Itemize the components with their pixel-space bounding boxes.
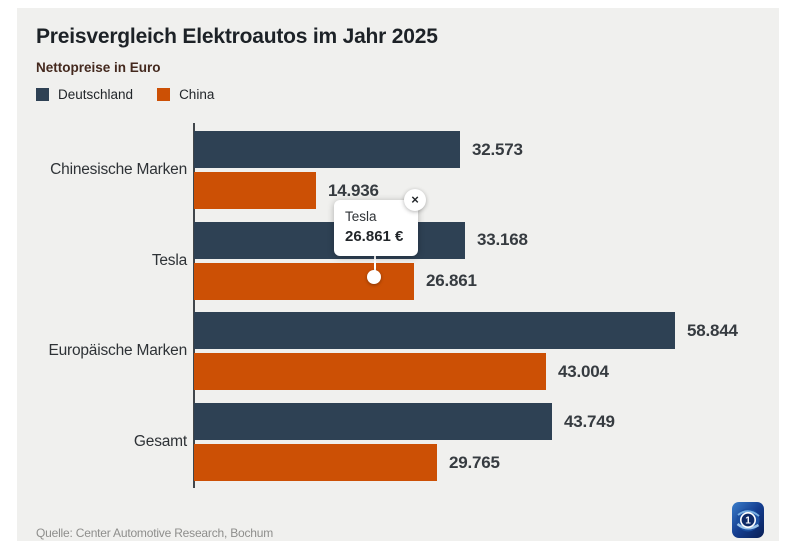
legend-label-deutschland: Deutschland <box>58 87 134 102</box>
bar-china[interactable] <box>194 353 546 391</box>
tooltip-marker-dot <box>367 270 381 284</box>
svg-text:1: 1 <box>745 516 751 527</box>
tagesschau-logo-icon: 1 <box>732 502 764 538</box>
category-label: Chinesische Marken <box>50 161 187 178</box>
tooltip-stem <box>374 256 376 272</box>
y-axis-line <box>193 123 195 488</box>
bar-china[interactable] <box>194 444 437 482</box>
chart-subtitle: Nettopreise in Euro <box>36 60 161 75</box>
value-label: 14.936 <box>328 180 379 200</box>
bar-deutschland[interactable] <box>194 403 552 441</box>
legend-item-deutschland: Deutschland <box>36 87 133 102</box>
source-note: Quelle: Center Automotive Research, Boch… <box>36 526 274 540</box>
category-label: Gesamt <box>133 433 187 451</box>
tooltip: Tesla 26.861 € <box>334 200 418 256</box>
value-label: 43.749 <box>564 411 615 431</box>
value-label: 43.004 <box>558 361 609 381</box>
tooltip-value: 26.861 € <box>345 228 404 245</box>
value-label: 26.861 <box>426 271 477 291</box>
tooltip-close-button[interactable]: × <box>404 189 426 211</box>
bar-deutschland[interactable] <box>194 312 675 350</box>
deutschland-swatch <box>36 88 49 101</box>
value-label: 33.168 <box>477 230 528 250</box>
category-label: Europäische Marken <box>48 342 187 360</box>
chart-panel: Preisvergleich Elektroautos im Jahr 2025… <box>17 8 779 541</box>
legend-label-china: China <box>179 87 215 102</box>
page-title: Preisvergleich Elektroautos im Jahr 2025 <box>36 25 438 48</box>
category-label: Tesla <box>151 251 187 269</box>
legend-item-china: China <box>157 87 214 102</box>
bar-deutschland[interactable] <box>194 131 460 168</box>
value-label: 58.844 <box>687 320 738 340</box>
value-label: 32.573 <box>472 139 523 159</box>
chart-legend: Deutschland China <box>36 87 214 102</box>
tooltip-title: Tesla <box>345 209 377 224</box>
china-swatch <box>157 88 171 101</box>
bar-deutschland[interactable] <box>194 221 465 259</box>
bar-china[interactable] <box>194 172 316 209</box>
bar-china[interactable] <box>194 262 414 300</box>
value-label: 29.765 <box>449 452 500 472</box>
